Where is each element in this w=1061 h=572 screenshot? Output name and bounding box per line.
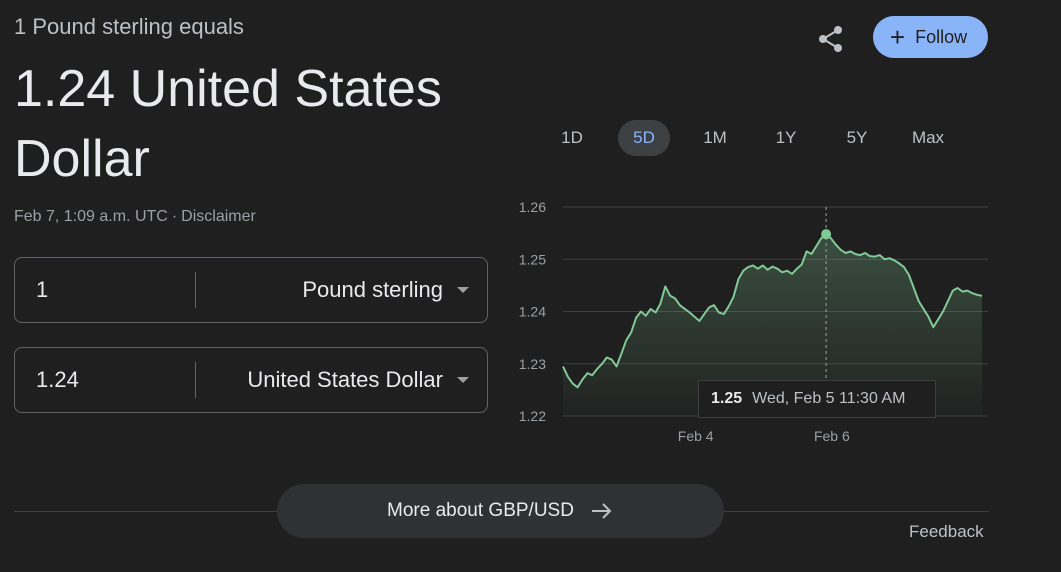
plus-icon: + — [889, 22, 906, 52]
to-currency-select[interactable]: United States Dollar — [196, 367, 487, 393]
field-divider — [195, 362, 196, 398]
from-currency-select[interactable]: Pound sterling — [196, 277, 487, 303]
from-currency-row: 1 Pound sterling — [14, 257, 488, 323]
timestamp: Feb 7, 1:09 a.m. UTC — [14, 208, 168, 225]
tooltip-time: Wed, Feb 5 11:30 AM — [752, 390, 906, 407]
to-currency-label: United States Dollar — [247, 367, 443, 392]
share-icon — [819, 26, 842, 52]
conversion-result: 1.24 United States Dollar — [14, 60, 442, 188]
x-tick-label: Feb 4 — [678, 428, 714, 444]
to-currency-row: 1.24 United States Dollar — [14, 347, 488, 413]
y-tick-label: 1.24 — [519, 304, 546, 320]
separator: · — [171, 208, 178, 225]
more-about-label: More about GBP/USD — [387, 500, 574, 521]
tab-max[interactable]: Max — [911, 128, 945, 147]
share-button[interactable] — [812, 20, 850, 58]
more-about-button[interactable]: More about GBP/USD — [277, 484, 724, 538]
y-tick-label: 1.25 — [519, 251, 546, 267]
chevron-down-icon — [457, 377, 469, 383]
y-tick-label: 1.23 — [519, 356, 546, 372]
chevron-down-icon — [457, 287, 469, 293]
series-line — [562, 233, 983, 389]
tab-1y[interactable]: 1Y — [775, 128, 797, 147]
timestamp-line: Feb 7, 1:09 a.m. UTC · Disclaimer — [14, 208, 256, 226]
to-amount-input[interactable]: 1.24 — [36, 367, 79, 392]
x-tick-label: Feb 6 — [814, 428, 850, 444]
time-range-tabs: 1D 5D 1M 1Y 5Y Max — [537, 120, 967, 158]
area-fill — [563, 234, 982, 416]
tooltip-value: 1.25 — [711, 390, 743, 407]
tab-5y[interactable]: 5Y — [846, 128, 868, 147]
chart-tooltip: 1.25 Wed, Feb 5 11:30 AM — [698, 380, 936, 418]
tab-1d[interactable]: 1D — [561, 128, 583, 147]
follow-button[interactable]: + Follow — [873, 16, 988, 58]
from-amount-input[interactable]: 1 — [36, 277, 49, 302]
follow-label: Follow — [915, 26, 968, 47]
conversion-subtitle: 1 Pound sterling equals — [14, 14, 244, 39]
y-tick-label: 1.26 — [519, 199, 546, 215]
from-currency-label: Pound sterling — [302, 277, 443, 302]
feedback-link[interactable]: Feedback — [909, 522, 984, 541]
disclaimer-link[interactable]: Disclaimer — [181, 208, 256, 225]
hover-point — [821, 229, 832, 240]
y-tick-label: 1.22 — [519, 408, 546, 424]
arrow-right-icon — [590, 501, 614, 521]
tab-5d[interactable]: 5D — [618, 120, 670, 156]
tab-1m[interactable]: 1M — [703, 128, 727, 147]
field-divider — [195, 272, 196, 308]
